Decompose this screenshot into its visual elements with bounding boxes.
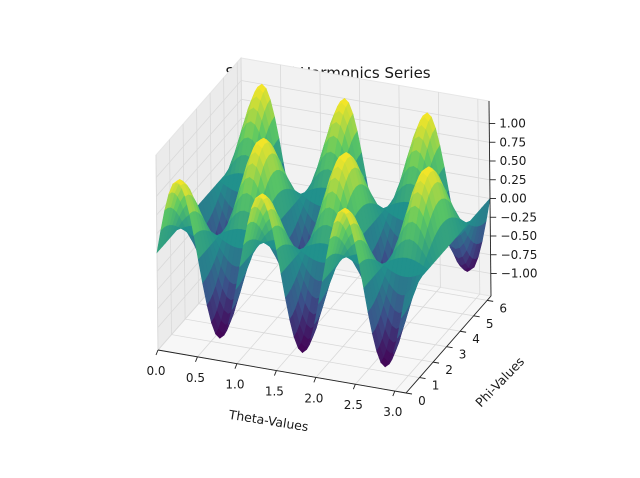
x-tick-mark (352, 384, 356, 390)
y-tick-mark (487, 299, 494, 302)
y-tick-label: 5 (486, 317, 494, 331)
y-tick-label: 0 (418, 394, 426, 408)
y-tick-label: 4 (472, 332, 480, 346)
z-tick-label: −0.75 (501, 248, 538, 262)
z-tick-label: 0.50 (500, 154, 527, 168)
y-tick-mark (419, 377, 426, 380)
z-gridline (155, 80, 490, 178)
y-tick-mark (473, 315, 480, 318)
y-axis-line (405, 295, 492, 394)
x-tick-mark (273, 370, 277, 376)
x-tick-label: 2.5 (344, 398, 363, 412)
x-tick-mark (392, 390, 396, 397)
x-axis-label: Theta-Values (227, 407, 310, 435)
x-tick-mark (234, 363, 238, 369)
y-axis-label: Phi-Values (472, 354, 527, 410)
y-tick-label: 6 (499, 301, 507, 315)
x-tick-label: 2.0 (304, 391, 323, 405)
x-tick-label: 1.5 (265, 385, 284, 399)
z-tick-label: 0.75 (499, 135, 526, 149)
y-tick-label: 3 (459, 348, 467, 362)
x-tick-label: 3.0 (383, 405, 402, 419)
y-tick-label: 1 (432, 379, 440, 393)
y-tick-label: 2 (445, 363, 453, 377)
x-tick-label: 0.5 (186, 371, 205, 385)
y-gridline (196, 108, 447, 348)
z-tick-label: −1.00 (501, 267, 538, 281)
y-tick-mark (460, 330, 467, 333)
surface-mesh (156, 83, 491, 368)
surface-facet (400, 291, 409, 319)
z-tick-label: −0.25 (500, 210, 537, 224)
y-tick-mark (446, 346, 453, 349)
z-tick-label: 1.00 (499, 117, 526, 131)
x-tick-mark (155, 349, 159, 356)
x-axis-line (157, 349, 407, 394)
x-tick-label: 0.0 (146, 364, 165, 378)
z-gridline (156, 98, 490, 197)
x-gridline (394, 99, 481, 392)
x-tick-label: 1.0 (225, 378, 244, 392)
x-tick-mark (313, 377, 317, 383)
x-tick-mark (195, 356, 198, 363)
y-tick-mark (432, 361, 440, 364)
z-tick-label: −0.50 (500, 229, 537, 243)
z-gridline (156, 117, 490, 216)
y-tick-mark (405, 392, 413, 395)
z-tick-label: 0.00 (500, 192, 527, 206)
z-tick-label: 0.25 (500, 173, 527, 187)
